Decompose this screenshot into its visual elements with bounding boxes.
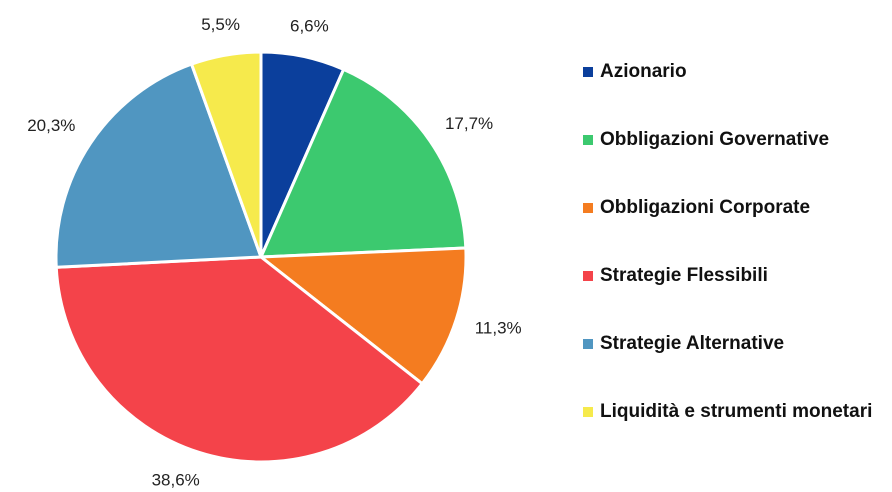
- legend-item: Obbligazioni Governative: [583, 128, 883, 151]
- legend-swatch: [583, 135, 593, 145]
- legend-label: Liquidità e strumenti monetari: [600, 401, 873, 422]
- legend-swatch: [583, 407, 593, 417]
- legend-item: Strategie Flessibili: [583, 264, 883, 287]
- pie-slice: [256, 246, 468, 386]
- pie-slice: [189, 50, 263, 258]
- legend-item: Liquidità e strumenti monetari: [583, 400, 883, 423]
- chart: 6,6% 17,7% 11,3% 38,6% 20,3% 5,5%: [27, 15, 522, 489]
- data-label: 17,7%: [445, 114, 493, 133]
- data-label: 38,6%: [152, 470, 200, 489]
- legend-item: Azionario: [583, 60, 883, 83]
- legend-item: Obbligazioni Corporate: [583, 196, 883, 219]
- legend-label: Strategie Flessibili: [600, 265, 768, 286]
- legend-swatch: [583, 339, 593, 349]
- legend-label: Strategie Alternative: [600, 333, 785, 354]
- legend-label: Azionario: [600, 61, 687, 82]
- legend-swatch: [583, 67, 593, 77]
- data-label: 11,3%: [475, 318, 522, 337]
- pie-slice: [54, 255, 425, 464]
- legend-label: Obbligazioni Corporate: [600, 197, 811, 218]
- data-label: 6,6%: [290, 17, 329, 36]
- data-label: 5,5%: [201, 15, 240, 34]
- data-label: 20,3%: [27, 116, 75, 135]
- legend-label: Obbligazioni Governative: [600, 129, 830, 150]
- legend-swatch: [583, 271, 593, 281]
- legend-item: Strategie Alternative: [583, 332, 883, 355]
- pie-slice: [258, 67, 468, 259]
- legend-swatch: [583, 203, 593, 213]
